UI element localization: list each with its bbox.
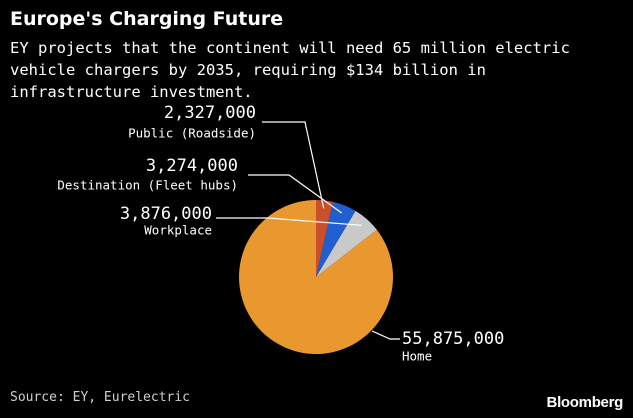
leader-line-public-roadside <box>262 121 325 209</box>
value-label-public-roadside: 2,327,000 <box>164 103 256 123</box>
chart-title: Europe's Charging Future <box>10 8 284 30</box>
source-note: Source: EY, Eurelectric <box>10 390 191 405</box>
leader-line-home <box>371 330 400 340</box>
pie-slices <box>239 200 394 354</box>
value-label-workplace: 3,876,000 <box>120 204 212 224</box>
category-label-workplace: Workplace <box>144 223 212 238</box>
chart-subtitle: EY projects that the continent will need… <box>10 39 570 101</box>
bloomberg-logo: Bloomberg <box>546 394 624 411</box>
pie-slice-public-roadside <box>316 200 334 277</box>
value-label-home: 55,875,000 <box>402 329 504 349</box>
leader-line-destination-fleet-hubs <box>248 174 343 214</box>
category-label-home: Home <box>402 349 432 364</box>
leader-line-workplace <box>216 217 362 226</box>
value-label-destination-fleet-hubs: 3,274,000 <box>146 156 238 176</box>
category-label-public-roadside: Public (Roadside) <box>128 126 256 141</box>
leader-lines <box>216 121 400 340</box>
pie-slice-home <box>239 200 394 354</box>
pie-slice-workplace <box>316 210 377 277</box>
pie-slice-destination-fleet-hubs <box>316 201 356 277</box>
category-label-destination-fleet-hubs: Destination (Fleet hubs) <box>57 178 238 193</box>
